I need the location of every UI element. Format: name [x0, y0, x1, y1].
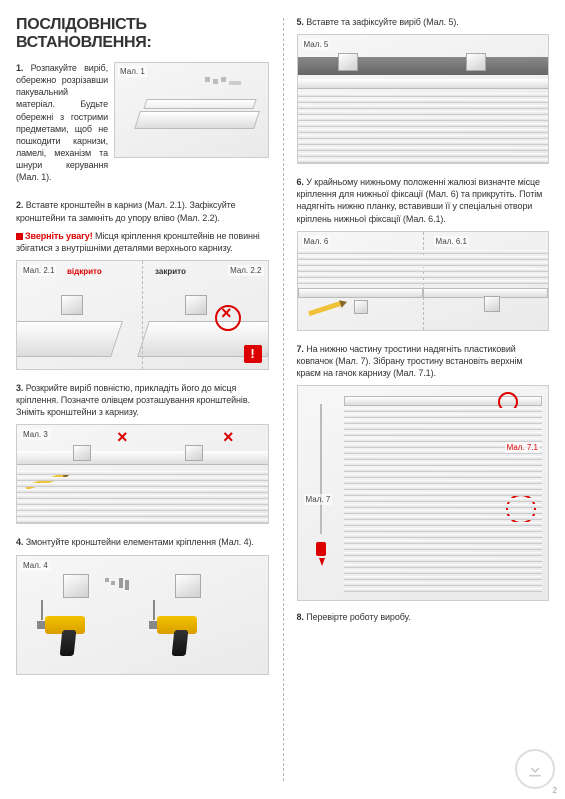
step-8-num: 8. — [297, 612, 304, 622]
x-mark-icon: × — [221, 303, 232, 324]
figure-7: Мал. 7 Мал. 7.1 — [297, 385, 550, 601]
page-number: 2 — [553, 786, 557, 795]
step-7-text: 7. На нижню частину тростини надягніть п… — [297, 343, 550, 379]
warning-prefix: Зверніть увагу! — [25, 231, 93, 241]
figure-2-1-label: Мал. 2.1 — [21, 265, 56, 276]
step-2-warning: Зверніть увагу! Місця кріплення кронштей… — [16, 230, 269, 254]
step-6-body: У крайньому нижньому положенні жалюзі ви… — [297, 177, 543, 223]
figure-6: Мал. 6 Мал. 6.1 — [297, 231, 550, 331]
drill-icon — [147, 616, 207, 662]
step-8-body: Перевірте роботу виробу. — [306, 612, 410, 622]
warning-icon — [16, 233, 23, 240]
figure-1: Мал. 1 — [114, 62, 269, 158]
figure-4: Мал. 4 — [16, 555, 269, 675]
figure-2: Мал. 2.1 Мал. 2.2 відкрито закрито × ! — [16, 260, 269, 370]
figure-3-label: Мал. 3 — [21, 429, 50, 440]
closed-label: закрито — [155, 267, 186, 276]
step-5-body: Вставте та зафіксуйте виріб (Мал. 5). — [306, 17, 458, 27]
figure-7-1-label: Мал. 7.1 — [505, 442, 540, 453]
figure-6-label: Мал. 6 — [302, 236, 331, 247]
step-5-text: 5. Вставте та зафіксуйте виріб (Мал. 5). — [297, 16, 550, 28]
step-4-num: 4. — [16, 537, 23, 547]
step-6-text: 6. У крайньому нижньому положенні жалюзі… — [297, 176, 550, 225]
step-3-num: 3. — [16, 383, 23, 393]
step-8-text: 8. Перевірте роботу виробу. — [297, 611, 550, 623]
step-1: 1. Розпакуйте виріб, обережно розрізавши… — [16, 62, 269, 189]
x-mark-icon: × — [223, 427, 234, 448]
alert-icon: ! — [244, 345, 262, 363]
step-5-num: 5. — [297, 17, 304, 27]
step-2-num: 2. — [16, 200, 23, 210]
step-2-text: 2. Вставте кронштейн в карниз (Мал. 2.1)… — [16, 199, 269, 223]
right-column: 5. Вставте та зафіксуйте виріб (Мал. 5).… — [283, 0, 565, 799]
step-1-text: 1. Розпакуйте виріб, обережно розрізавши… — [16, 62, 108, 183]
step-1-num: 1. — [16, 63, 23, 73]
figure-2-2-label: Мал. 2.2 — [228, 265, 263, 276]
figure-4-label: Мал. 4 — [21, 560, 50, 571]
step-7-num: 7. — [297, 344, 304, 354]
download-icon[interactable] — [515, 749, 555, 789]
step-2-body: Вставте кронштейн в карниз (Мал. 2.1). З… — [16, 200, 235, 222]
figure-1-label: Мал. 1 — [118, 66, 147, 77]
x-mark-icon: × — [117, 427, 128, 448]
drill-icon — [35, 616, 95, 662]
step-1-body: Розпакуйте виріб, обережно розрізавши па… — [16, 63, 108, 182]
step-7-body: На нижню частину тростини надягніть плас… — [297, 344, 523, 378]
figure-6-1-label: Мал. 6.1 — [434, 236, 469, 247]
step-4-body: Змонтуйте кронштейни елементами кріпленн… — [26, 537, 254, 547]
open-label: відкрито — [67, 267, 102, 276]
figure-5-label: Мал. 5 — [302, 39, 331, 50]
step-3-text: 3. Розкрийте виріб повністю, прикладіть … — [16, 382, 269, 418]
figure-5: Мал. 5 — [297, 34, 550, 164]
step-3-body: Розкрийте виріб повністю, прикладіть йог… — [16, 383, 250, 417]
figure-3: Мал. 3 × × — [16, 424, 269, 524]
figure-7-label: Мал. 7 — [304, 494, 333, 505]
step-4-text: 4. Змонтуйте кронштейни елементами кріпл… — [16, 536, 269, 548]
page-title: ПОСЛІДОВНІСТЬ ВСТАНОВЛЕННЯ: — [16, 16, 269, 52]
left-column: ПОСЛІДОВНІСТЬ ВСТАНОВЛЕННЯ: 1. Розпакуйт… — [0, 0, 283, 799]
step-6-num: 6. — [297, 177, 304, 187]
